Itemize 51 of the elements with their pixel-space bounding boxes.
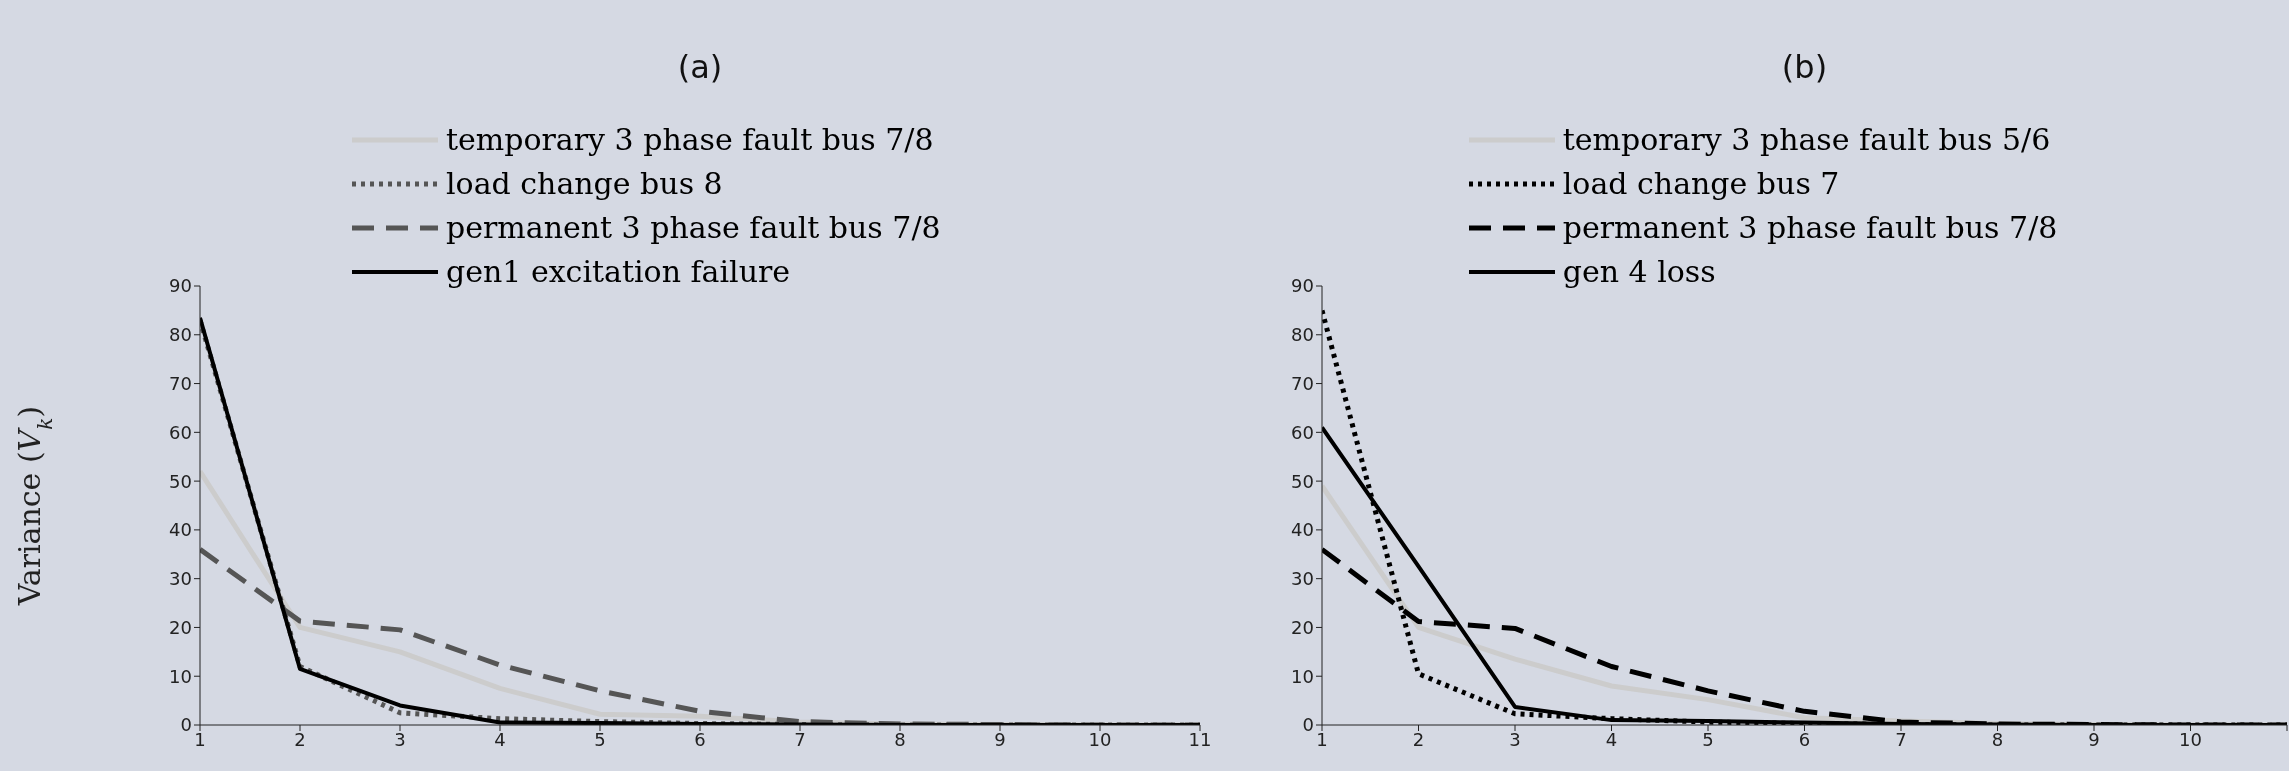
x-tick-label: 1 — [1316, 728, 1328, 750]
x-tick-label: 11 — [1188, 728, 1212, 750]
y-tick-label: 60 — [1291, 421, 1314, 443]
x-tick-label: 2 — [294, 728, 306, 750]
y-tick-label: 20 — [1291, 616, 1314, 638]
x-tick-label: 3 — [1509, 728, 1521, 750]
x-tick-label: 7 — [1895, 728, 1907, 750]
x-tick-label: 10 — [1088, 728, 1112, 750]
chart-title: (b) — [1780, 48, 1829, 86]
x-tick-label: 7 — [794, 728, 806, 750]
legend-label: gen1 excitation failure — [446, 253, 791, 291]
x-tick-label: 8 — [894, 728, 906, 750]
y-tick-label: 70 — [169, 372, 192, 394]
y-tick-label: 30 — [1291, 568, 1314, 590]
y-tick-label: 40 — [169, 519, 192, 541]
x-tick-label: 5 — [594, 728, 606, 750]
x-tick-label: 9 — [2088, 728, 2100, 750]
y-tick-label: 50 — [1291, 470, 1314, 492]
legend-label: temporary 3 phase fault bus 7/8 — [446, 121, 934, 159]
x-tick-label: 9 — [994, 728, 1006, 750]
x-tick-label: 5 — [1702, 728, 1714, 750]
x-tick-label: 6 — [694, 728, 706, 750]
y-tick-label: 40 — [1291, 519, 1314, 541]
x-tick-label: 8 — [1991, 728, 2004, 750]
legend-label: temporary 3 phase fault bus 5/6 — [1562, 121, 2051, 159]
chart-title: (a) — [676, 48, 724, 86]
y-tick-label: 0 — [1302, 714, 1314, 736]
y-tick-label: 0 — [180, 714, 192, 736]
legend-label: permanent 3 phase fault bus 7/8 — [1562, 209, 2058, 247]
legend-label: permanent 3 phase fault bus 7/8 — [446, 209, 941, 247]
x-tick-label: 10 — [2179, 728, 2202, 750]
y-tick-label: 90 — [1291, 275, 1314, 297]
legend-label: load change bus 7 — [1562, 165, 1840, 203]
x-tick-label: 4 — [494, 728, 506, 750]
y-tick-label: 60 — [169, 421, 192, 443]
y-tick-label: 80 — [169, 324, 192, 346]
y-tick-label: 80 — [1291, 324, 1314, 346]
y-tick-label: 30 — [169, 568, 192, 590]
x-tick-label: 3 — [394, 728, 406, 750]
y-tick-label: 90 — [169, 275, 192, 297]
legend-label: load change bus 8 — [446, 165, 723, 203]
y-tick-label: 50 — [169, 470, 192, 492]
x-tick-label: 6 — [1798, 728, 1811, 750]
y-tick-label: 20 — [169, 616, 192, 638]
x-tick-label: 4 — [1605, 728, 1618, 750]
x-tick-label: 1 — [194, 728, 206, 750]
x-tick-label: 2 — [1412, 728, 1425, 750]
legend-label: gen 4 loss — [1562, 253, 1716, 291]
y-tick-label: 70 — [1291, 372, 1314, 394]
y-tick-label: 10 — [1291, 665, 1314, 687]
y-tick-label: 10 — [169, 665, 192, 687]
